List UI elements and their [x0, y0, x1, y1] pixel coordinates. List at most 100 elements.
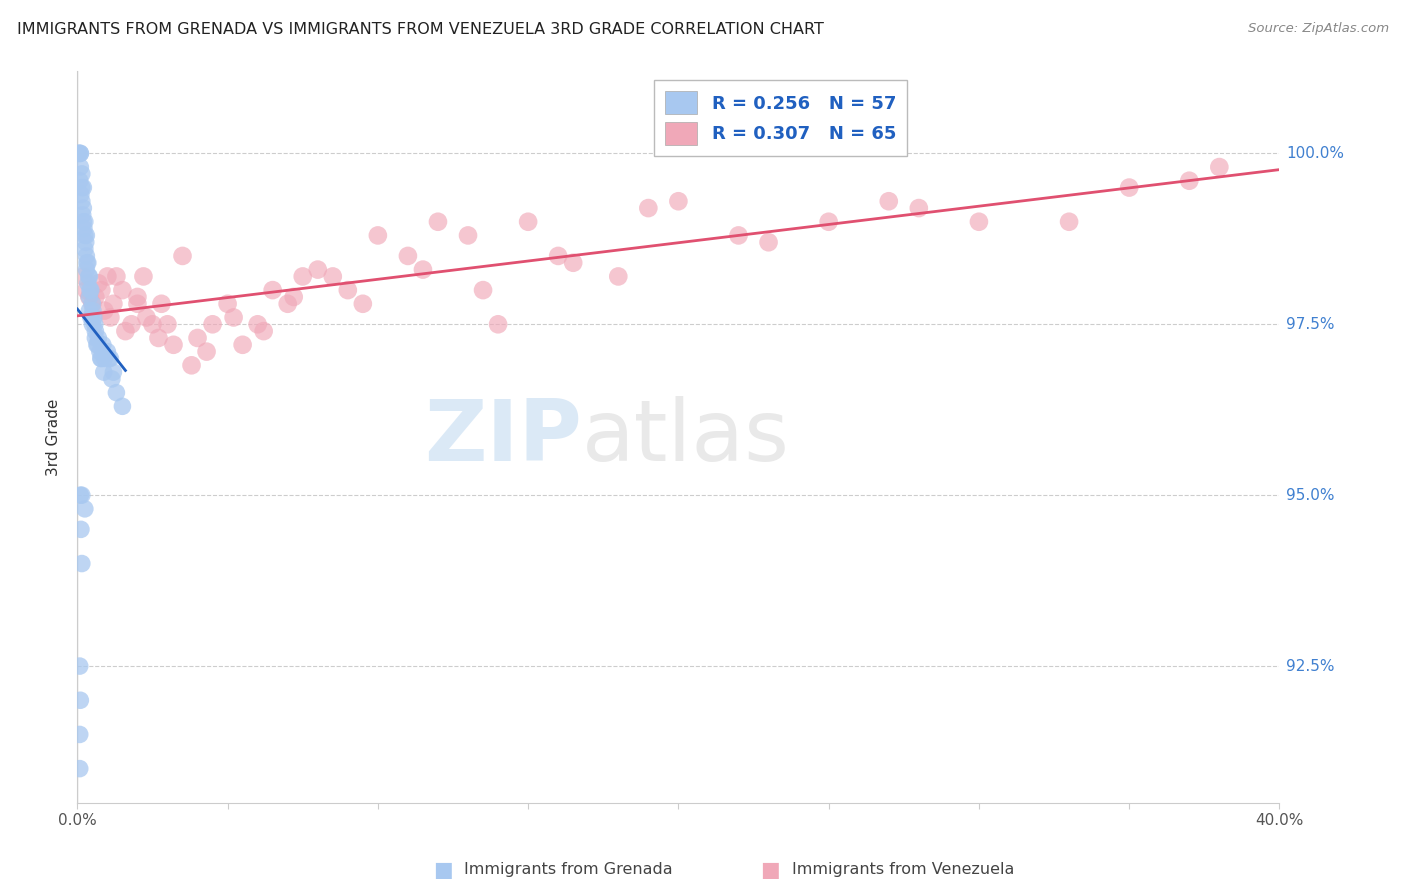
Point	[180, 359, 202, 373]
Point	[120, 318, 142, 332]
Point	[84, 290, 107, 304]
Point	[75, 262, 97, 277]
Point	[83, 310, 105, 325]
Point	[82, 297, 104, 311]
Point	[472, 283, 495, 297]
Point	[246, 318, 269, 332]
Point	[72, 269, 94, 284]
Point	[562, 256, 585, 270]
Point	[412, 262, 434, 277]
Point	[76, 277, 98, 291]
Point	[96, 344, 118, 359]
Point	[283, 290, 305, 304]
Point	[1208, 160, 1230, 174]
Point	[75, 228, 97, 243]
Point	[186, 331, 209, 345]
Point	[70, 522, 93, 536]
Point	[105, 269, 128, 284]
Text: Source: ZipAtlas.com: Source: ZipAtlas.com	[1249, 22, 1389, 36]
Point	[486, 318, 509, 332]
Text: ZIP: ZIP	[425, 395, 582, 479]
Point	[150, 297, 173, 311]
Point	[262, 283, 284, 297]
Text: 100.0%: 100.0%	[1286, 146, 1344, 161]
Point	[162, 338, 184, 352]
Point	[75, 235, 97, 250]
Point	[89, 344, 111, 359]
Point	[195, 344, 218, 359]
Point	[70, 167, 93, 181]
Point	[105, 385, 128, 400]
Point	[908, 201, 931, 215]
Point	[86, 338, 108, 352]
Point	[80, 283, 103, 297]
Point	[101, 372, 124, 386]
Point	[322, 269, 344, 284]
Point	[114, 324, 136, 338]
Point	[111, 283, 134, 297]
Text: Immigrants from Grenada: Immigrants from Grenada	[464, 863, 672, 877]
Point	[93, 351, 115, 366]
Point	[967, 215, 990, 229]
Point	[70, 488, 93, 502]
Point	[217, 297, 239, 311]
Point	[172, 249, 194, 263]
Point	[352, 297, 374, 311]
Point	[69, 146, 91, 161]
Point	[100, 351, 122, 366]
Point	[79, 290, 101, 304]
Point	[668, 194, 690, 209]
Point	[141, 318, 163, 332]
Point	[84, 324, 107, 338]
Point	[73, 242, 96, 256]
Point	[72, 180, 94, 194]
Point	[91, 338, 114, 352]
Point	[87, 331, 110, 345]
Point	[93, 365, 115, 379]
Point	[93, 303, 115, 318]
Point	[67, 146, 90, 161]
Point	[75, 283, 97, 297]
Point	[1178, 174, 1201, 188]
Point	[90, 351, 112, 366]
Point	[76, 256, 98, 270]
Point	[396, 249, 419, 263]
Point	[69, 160, 91, 174]
Point	[73, 221, 96, 235]
Point	[79, 269, 101, 284]
Point	[427, 215, 450, 229]
Point	[82, 318, 104, 332]
Point	[67, 146, 90, 161]
Point	[156, 318, 179, 332]
Point	[607, 269, 630, 284]
Point	[367, 228, 389, 243]
Point	[103, 297, 125, 311]
Point	[70, 180, 93, 194]
Text: 97.5%: 97.5%	[1286, 317, 1334, 332]
Point	[547, 249, 569, 263]
Point	[70, 187, 93, 202]
Point	[87, 338, 110, 352]
Point	[80, 310, 103, 325]
Point	[73, 501, 96, 516]
Point	[82, 303, 104, 318]
Point	[148, 331, 170, 345]
Point	[79, 283, 101, 297]
Point	[90, 351, 112, 366]
Point	[69, 762, 91, 776]
Point	[73, 215, 96, 229]
Point	[637, 201, 659, 215]
Point	[90, 283, 112, 297]
Point	[111, 400, 134, 414]
Point	[127, 290, 149, 304]
Point	[70, 194, 93, 209]
Point	[73, 228, 96, 243]
Text: ■: ■	[761, 860, 780, 880]
Point	[336, 283, 359, 297]
Point	[457, 228, 479, 243]
Point	[307, 262, 329, 277]
Point	[96, 269, 118, 284]
Point	[135, 310, 157, 325]
Text: atlas: atlas	[582, 395, 790, 479]
Point	[222, 310, 245, 325]
